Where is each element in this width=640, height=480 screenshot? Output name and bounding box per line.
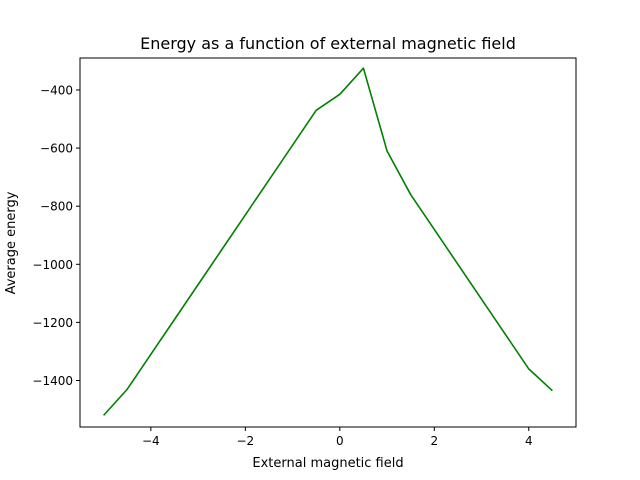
x-tick-label: 2	[430, 434, 438, 448]
y-tick-label: −400	[40, 83, 73, 97]
chart-title: Energy as a function of external magneti…	[140, 34, 516, 53]
y-tick-label: −1200	[32, 316, 73, 330]
x-axis: −4 −2 0 2 4	[142, 427, 533, 448]
x-tick-label: −4	[142, 434, 160, 448]
series-line	[103, 67, 553, 416]
x-axis-label: External magnetic field	[252, 456, 403, 471]
series-layer	[103, 67, 553, 416]
y-axis-label: Average energy	[4, 191, 19, 294]
plot-area	[79, 57, 577, 428]
y-tick-label: −1000	[32, 258, 73, 272]
x-tick-label: 0	[336, 434, 344, 448]
y-tick-label: −1400	[32, 374, 73, 388]
plot-frame	[79, 57, 577, 428]
y-tick-label: −800	[40, 200, 73, 214]
x-tick-label: −2	[236, 434, 254, 448]
x-tick-label: 4	[525, 434, 533, 448]
y-axis: −1400 −1200 −1000 −800 −600 −400	[32, 83, 80, 388]
y-tick-label: −600	[40, 142, 73, 156]
